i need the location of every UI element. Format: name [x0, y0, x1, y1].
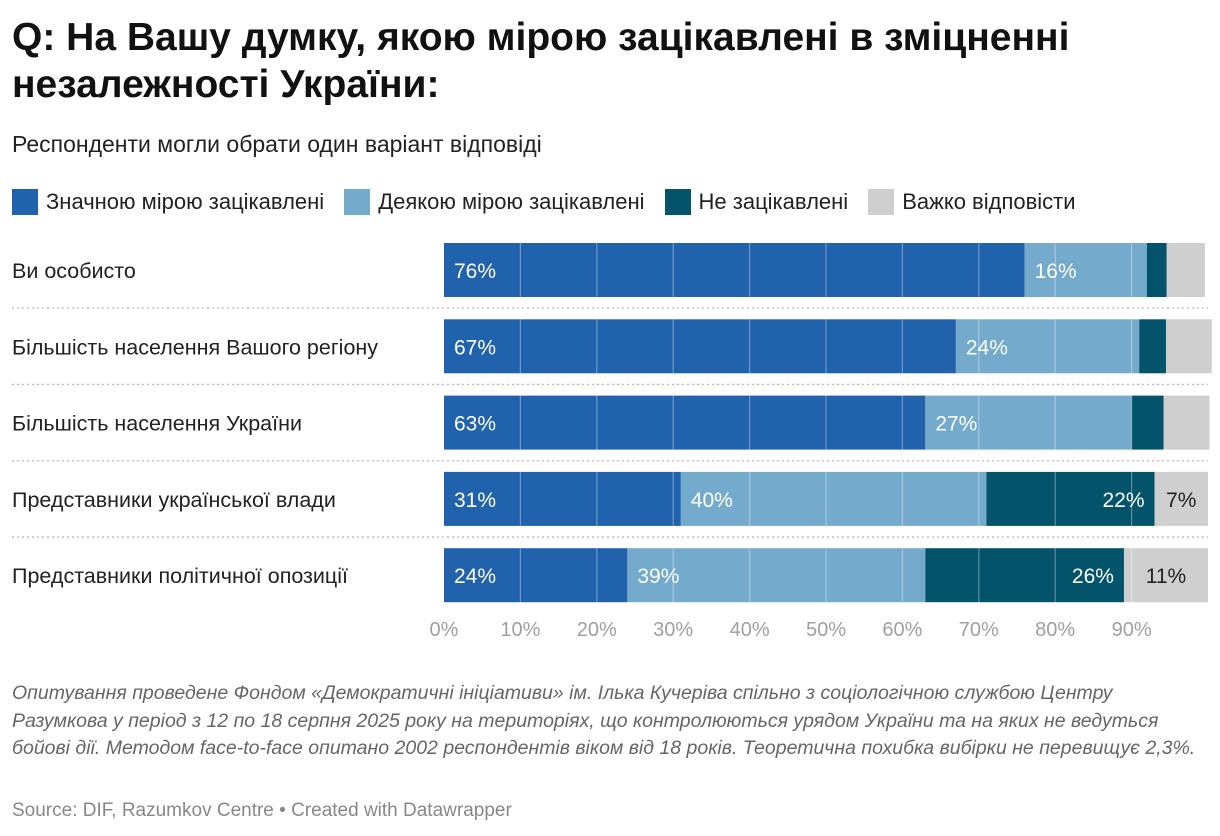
data-label: 40% [691, 489, 733, 512]
data-label: 31% [454, 489, 496, 512]
bar-segment-значною-мірою-зацікавлені [444, 548, 628, 603]
bar-segment-значною-мірою-зацікавлені [444, 395, 926, 450]
data-label: 11% [1146, 565, 1186, 588]
category-label: Ви особисто [12, 259, 136, 283]
data-label: 39% [637, 565, 679, 588]
bar-segment-деякою-мірою-зацікавлені [955, 319, 1140, 374]
x-tick-label: 70% [959, 619, 999, 641]
legend-label: Не зацікавлені [698, 189, 849, 214]
bar-segment-не-зацікавлені [1146, 243, 1167, 297]
source-credit: Source: DIF, Razumkov Centre • Created w… [12, 800, 512, 821]
category-label: Більшість населення України [12, 412, 302, 436]
x-tick-label: 90% [1112, 619, 1152, 641]
data-label: 24% [966, 336, 1008, 359]
bar-segment-не-зацікавлені [986, 471, 1155, 526]
bar-segment-важко-відповісти [1163, 395, 1210, 450]
data-label: 63% [454, 413, 496, 436]
legend-label: Деякою мірою зацікавлені [378, 189, 645, 214]
chart-subtitle: Респонденти могли обрати один варіант ві… [12, 131, 542, 157]
legend-item-4: Важко відповісти [868, 189, 1076, 215]
bar-segment-деякою-мірою-зацікавлені [1024, 243, 1147, 297]
category-label: Більшість населення Вашого регіону [12, 335, 378, 359]
data-label: 16% [1035, 260, 1077, 283]
data-label: 22% [1102, 489, 1144, 512]
data-label: 24% [454, 565, 496, 588]
data-label: 26% [1072, 565, 1114, 588]
bar-segment-значною-мірою-зацікавлені [444, 319, 956, 374]
bar-segment-значною-мірою-зацікавлені [444, 243, 1025, 297]
x-tick-label: 10% [500, 619, 540, 641]
x-tick-label: 20% [577, 619, 617, 641]
data-label: 67% [454, 336, 496, 359]
legend-label: Важко відповісти [902, 189, 1076, 214]
x-tick-label: 0% [430, 619, 459, 641]
bar-segment-значною-мірою-зацікавлені [444, 471, 681, 526]
category-label: Представники української влади [12, 488, 336, 512]
data-label: 7% [1166, 489, 1196, 512]
bar-segment-важко-відповісти [1123, 548, 1208, 603]
bar-segment-важко-відповісти [1154, 471, 1208, 526]
bar-segment-не-зацікавлені [925, 548, 1124, 603]
legend-item-1: Значною мірою зацікавлені [12, 189, 324, 215]
x-tick-label: 40% [730, 619, 770, 641]
legend-swatch [12, 189, 38, 215]
data-label: 76% [454, 260, 496, 283]
bar-segment-деякою-мірою-зацікавлені [925, 395, 1132, 450]
bar-segment-важко-відповісти [1165, 319, 1212, 374]
x-tick-label: 60% [882, 619, 922, 641]
legend-item-2: Деякою мірою зацікавлені [344, 189, 645, 215]
x-tick-label: 50% [806, 619, 846, 641]
bar-segment-не-зацікавлені [1139, 319, 1166, 374]
x-tick-label: 30% [653, 619, 693, 641]
legend-label: Значною мірою зацікавлені [46, 189, 325, 214]
bar-row-4: Представники української влади 31% 40% 22% 7… [12, 471, 1208, 526]
x-tick-label: 80% [1035, 619, 1075, 641]
bar-segment-важко-відповісти [1166, 243, 1205, 297]
stacked-bar-chart: Ви особисто 76% 16% Більшість населення Ваш… [12, 243, 1212, 641]
survey-notes: Опитування проведене Фондом «Демократичн… [12, 682, 1196, 759]
bar-row-3: Більшість населення України 63% 27% [12, 395, 1210, 450]
legend: Значною мірою зацікавлені Деякою мірою за… [12, 186, 1096, 218]
legend-item-3: Не зацікавлені [664, 189, 849, 215]
bar-row-2: Більшість населення Вашого регіону 67% 24% [12, 319, 1212, 374]
bar-segment-деякою-мірою-зацікавлені [627, 548, 926, 603]
chart-title: Q: На Вашу думку, якою мірою зацікавлені… [12, 16, 1070, 106]
data-label: 27% [935, 413, 977, 436]
legend-swatch [344, 189, 371, 215]
bar-segment-деякою-мірою-зацікавлені [680, 471, 987, 526]
category-label: Представники політичної опозиції [12, 564, 348, 588]
legend-swatch [664, 189, 691, 215]
bar-row-1: Ви особисто 76% 16% [12, 243, 1205, 297]
bar-row-5: Представники політичної опозиції 24% 39% 26… [12, 548, 1208, 603]
legend-swatch [868, 189, 895, 215]
bar-segment-не-зацікавлені [1131, 395, 1164, 450]
